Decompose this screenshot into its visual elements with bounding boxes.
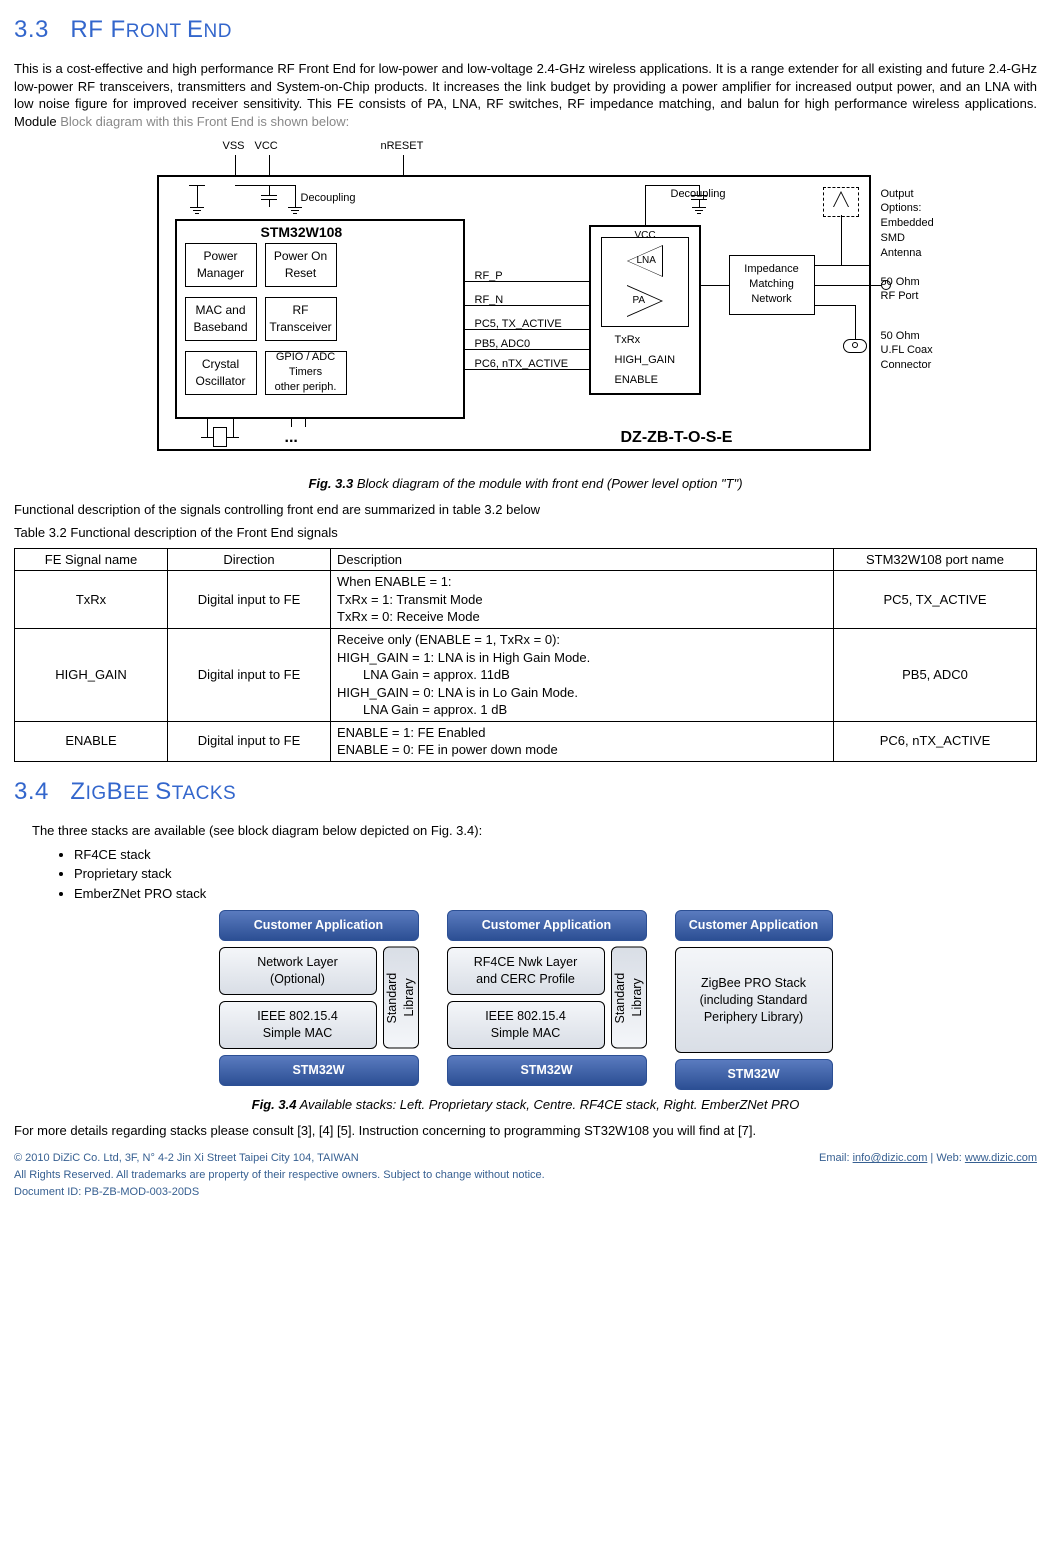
- fig34-cap-i: Available stacks: Left. Proprietary stac…: [296, 1097, 799, 1112]
- footer-right: Email: info@dizic.com | Web: www.dizic.c…: [819, 1151, 1037, 1166]
- r1d: Digital input to FE: [168, 628, 331, 721]
- r0n: TxRx: [15, 571, 168, 629]
- list-item: EmberZNet PRO stack: [74, 885, 1037, 903]
- table-row: ENABLE Digital input to FE ENABLE = 1: F…: [15, 721, 1037, 761]
- box-imn: Impedance Matching Network: [729, 255, 815, 315]
- lbl-decoup1: Decoupling: [301, 191, 356, 206]
- lbl-dz: DZ-ZB-T-O-S-E: [621, 427, 733, 449]
- fig-3-3-wrap: VSS VCC nRESET STM32W108 Decoupling Powe…: [14, 137, 1037, 472]
- s1-b: IEEE 802.15.4 Simple MAC: [219, 1001, 377, 1049]
- list-item: RF4CE stack: [74, 846, 1037, 864]
- below33-p1: Functional description of the signals co…: [14, 501, 1037, 519]
- s2-bot: STM32W: [447, 1055, 647, 1086]
- fig33-cap-i: Block diagram of the module with front e…: [353, 476, 742, 491]
- lbl-lna: LNA: [637, 254, 656, 268]
- t2: RONT: [126, 21, 187, 42]
- th0: FE Signal name: [15, 548, 168, 571]
- r0desc: When ENABLE = 1: TxRx = 1: Transmit Mode…: [331, 571, 834, 629]
- r2d: Digital input to FE: [168, 721, 331, 761]
- s1-side: Standard Library: [383, 947, 419, 1049]
- lbl-pa: PA: [633, 294, 646, 308]
- r2desc: ENABLE = 1: FE Enabled ENABLE = 0: FE in…: [331, 721, 834, 761]
- fig33-caption: Fig. 3.3 Block diagram of the module wit…: [14, 475, 1037, 493]
- r0d: Digital input to FE: [168, 571, 331, 629]
- s2-top: Customer Application: [447, 910, 647, 941]
- section-number-34: 3.4: [14, 778, 49, 805]
- stack-col-1: Customer Application Network Layer (Opti…: [219, 910, 419, 1090]
- th2: Description: [331, 548, 834, 571]
- box-rft: RF Transceiver: [265, 297, 337, 341]
- th3: STM32W108 port name: [834, 548, 1037, 571]
- page-footer: © 2010 DiZiC Co. Ltd, 3F, N° 4-2 Jin Xi …: [14, 1151, 1037, 1200]
- after34: For more details regarding stacks please…: [14, 1122, 1037, 1140]
- box-por: Power On Reset: [265, 243, 337, 287]
- r0p: PC5, TX_ACTIVE: [834, 571, 1037, 629]
- s3-a: ZigBee PRO Stack (including Standard Per…: [675, 947, 833, 1053]
- section-3-3-heading: 3.3 RF FRONT END: [14, 14, 1037, 46]
- stack-col-2: Customer Application RF4CE Nwk Layer and…: [447, 910, 647, 1090]
- stack-list: RF4CE stack Proprietary stack EmberZNet …: [14, 846, 1037, 903]
- lbl-dots: ...: [285, 427, 298, 449]
- t1: RF F: [70, 16, 125, 43]
- fig34-caption: Fig. 3.4 Available stacks: Left. Proprie…: [14, 1096, 1037, 1114]
- sec33-gray: Block diagram with this Front End is sho…: [60, 114, 349, 129]
- footer-email-link[interactable]: info@dizic.com: [853, 1152, 928, 1164]
- lbl-nreset: nRESET: [381, 139, 424, 154]
- s1-a: Network Layer (Optional): [219, 947, 377, 995]
- r2n: ENABLE: [15, 721, 168, 761]
- block-diagram: VSS VCC nRESET STM32W108 Decoupling Powe…: [141, 137, 911, 467]
- table-row: HIGH_GAIN Digital input to FE Receive on…: [15, 628, 1037, 721]
- section-3-4-heading: 3.4 ZIGBEE STACKS: [14, 776, 1037, 808]
- lbl-txrx: TxRx: [615, 333, 641, 348]
- footer-line3: Document ID: PB-ZB-MOD-003-20DS: [14, 1185, 1037, 1200]
- s3-top: Customer Application: [675, 910, 833, 941]
- lbl-stm: STM32W108: [261, 223, 343, 242]
- signals-table: FE Signal name Direction Description STM…: [14, 548, 1037, 762]
- table-caption: Table 3.2 Functional description of the …: [14, 524, 1037, 542]
- s2-b: IEEE 802.15.4 Simple MAC: [447, 1001, 605, 1049]
- box-xtal: Crystal Oscillator: [185, 351, 257, 395]
- footer-left: © 2010 DiZiC Co. Ltd, 3F, N° 4-2 Jin Xi …: [14, 1151, 359, 1166]
- table-row: TxRx Digital input to FE When ENABLE = 1…: [15, 571, 1037, 629]
- t3: E: [187, 16, 204, 43]
- fig-3-4: Customer Application Network Layer (Opti…: [14, 910, 1037, 1090]
- r1p: PB5, ADC0: [834, 628, 1037, 721]
- stack-col-3: Customer Application ZigBee PRO Stack (i…: [675, 910, 833, 1090]
- lbl-hg: HIGH_GAIN: [615, 353, 676, 368]
- r2p: PC6, nTX_ACTIVE: [834, 721, 1037, 761]
- fig33-cap-b: Fig. 3.3: [308, 476, 353, 491]
- lbl-vcc2: VCC: [635, 229, 656, 243]
- box-mac: MAC and Baseband: [185, 297, 257, 341]
- s2-a: RF4CE Nwk Layer and CERC Profile: [447, 947, 605, 995]
- lbl-vss: VSS: [223, 139, 245, 154]
- table-header-row: FE Signal name Direction Description STM…: [15, 548, 1037, 571]
- t4: ND: [204, 21, 232, 42]
- fig34-cap-b: Fig. 3.4: [252, 1097, 297, 1112]
- box-pm: Power Manager: [185, 243, 257, 287]
- s1-bot: STM32W: [219, 1055, 419, 1086]
- th1: Direction: [168, 548, 331, 571]
- lbl-rfport: 50 Ohm RF Port: [881, 275, 920, 305]
- s2-side: Standard Library: [611, 947, 647, 1049]
- lbl-vcc: VCC: [255, 139, 278, 154]
- r1desc: Receive only (ENABLE = 1, TxRx = 0): HIG…: [331, 628, 834, 721]
- lbl-out: Output Options: Embedded SMD Antenna: [881, 187, 934, 261]
- sec33-paragraph: This is a cost-effective and high perfor…: [14, 60, 1037, 130]
- s1-top: Customer Application: [219, 910, 419, 941]
- list-item: Proprietary stack: [74, 865, 1037, 883]
- r1n: HIGH_GAIN: [15, 628, 168, 721]
- footer-web-link[interactable]: www.dizic.com: [965, 1152, 1037, 1164]
- section-number: 3.3: [14, 16, 49, 43]
- sec34-intro: The three stacks are available (see bloc…: [14, 822, 1037, 840]
- s3-bot: STM32W: [675, 1059, 833, 1090]
- box-gpio: GPIO / ADC Timers other periph.: [265, 351, 347, 395]
- lbl-en: ENABLE: [615, 373, 658, 388]
- footer-line2: All Rights Reserved. All trademarks are …: [14, 1168, 1037, 1183]
- lbl-ufl: 50 Ohm U.FL Coax Connector: [881, 329, 933, 374]
